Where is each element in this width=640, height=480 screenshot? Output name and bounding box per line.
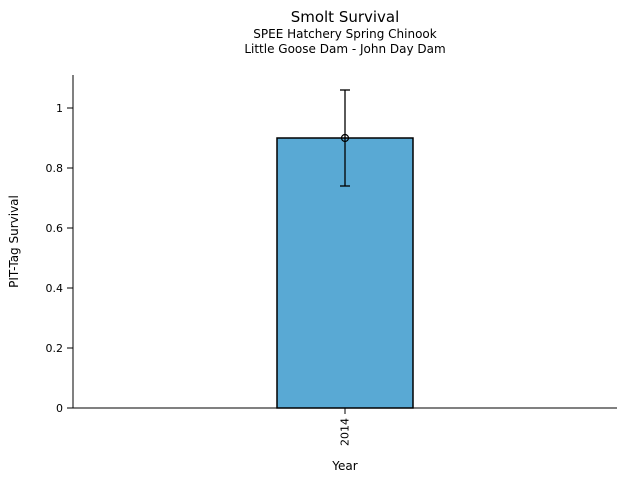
y-tick-label: 0.2: [46, 342, 64, 355]
y-tick-label: 1: [56, 102, 63, 115]
chart-header: Smolt Survival SPEE Hatchery Spring Chin…: [73, 8, 617, 57]
y-tick-label: 0.8: [46, 162, 64, 175]
chart-title: Smolt Survival: [290, 8, 400, 26]
y-axis-label: PIT-Tag Survival: [7, 195, 21, 288]
y-tick-label: 0.4: [46, 282, 64, 295]
x-tick-label: 2014: [339, 418, 352, 446]
y-tick-label: 0: [56, 402, 63, 415]
chart-subtitle-2: Little Goose Dam - John Day Dam: [244, 42, 446, 56]
data-point-marker: [340, 133, 350, 143]
y-tick-label: 0.6: [46, 222, 64, 235]
x-axis-label: Year: [331, 459, 357, 473]
chart-subtitle-1: SPEE Hatchery Spring Chinook: [253, 27, 437, 41]
